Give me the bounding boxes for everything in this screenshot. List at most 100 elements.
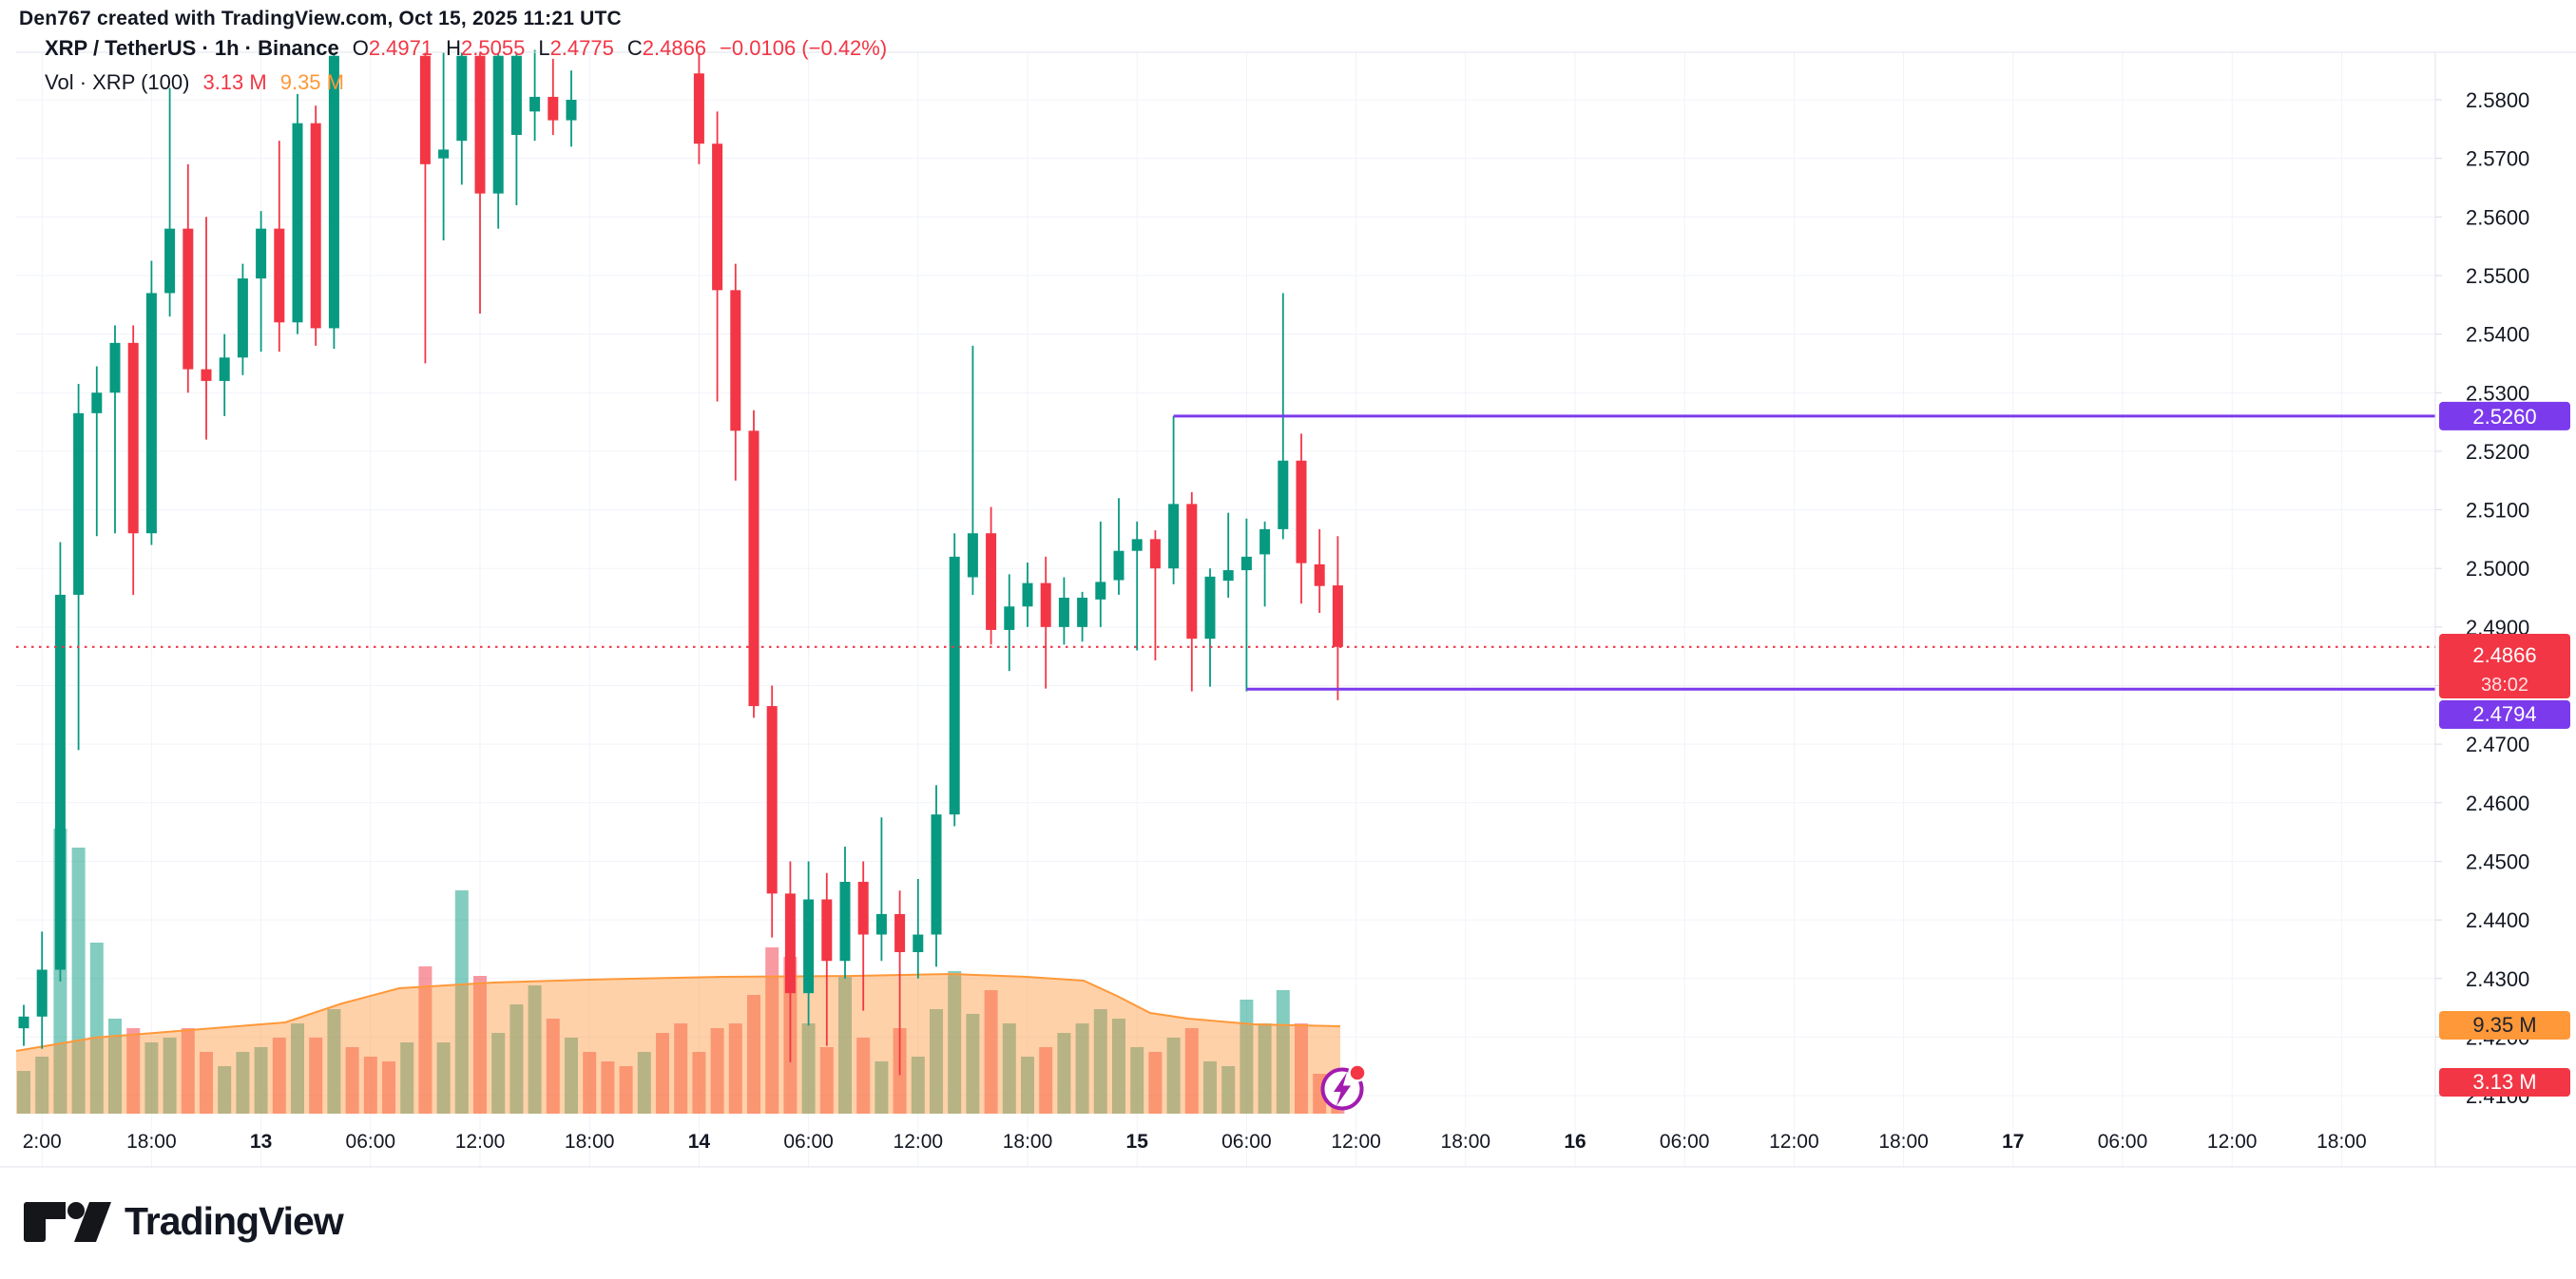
symbol-title[interactable]: XRP / TetherUS · 1h · Binance (45, 36, 339, 60)
volume-bar (546, 1019, 560, 1114)
volume-bar (1093, 1009, 1107, 1114)
time-tick-label: 14 (688, 1131, 711, 1153)
last-price-badge[interactable] (2439, 634, 2570, 698)
volume-bar (801, 1023, 816, 1114)
volume-bar (710, 1028, 724, 1114)
candle-body (256, 228, 267, 279)
volume-label[interactable]: Vol · XRP (100) (45, 70, 190, 94)
volume-bar (163, 1038, 177, 1114)
candle-body (949, 556, 960, 815)
candle-body (292, 123, 303, 323)
volume-bar (436, 1042, 451, 1114)
watermark-credit: Den767 created with TradingView.com, Oct… (19, 8, 622, 29)
candle-body (548, 96, 559, 121)
time-axis[interactable]: 2:00 18:00 13 06:00 12:00 18:00 14 06:00 12:00 18… (23, 1131, 2367, 1153)
open-value: 2.4971 (368, 36, 433, 60)
candle-body (438, 149, 450, 159)
candle-body (875, 913, 887, 935)
candle-body (201, 369, 212, 381)
time-tick-label: 15 (1126, 1131, 1149, 1153)
volume-bar (418, 966, 433, 1114)
price-tick-label: 2.5500 (2466, 264, 2529, 288)
price-tick-label: 2.5000 (2466, 557, 2529, 581)
upper-line-badge-label: 2.5260 (2472, 405, 2536, 429)
time-tick-label: 18:00 (126, 1131, 177, 1153)
candle-body (529, 96, 541, 112)
candle-body (1332, 585, 1343, 647)
volume-bar (1258, 1023, 1272, 1114)
price-tick-label: 2.5700 (2466, 147, 2529, 171)
candle-body (145, 293, 157, 534)
volume-bar (254, 1047, 268, 1114)
price-tick-label: 2.5300 (2466, 381, 2529, 405)
candle-body (127, 342, 139, 534)
volume-bar (1130, 1047, 1144, 1114)
volume-bar (1295, 1023, 1308, 1114)
volume-bar (1221, 1066, 1236, 1114)
volume-bar (1039, 1047, 1053, 1114)
time-tick-label: 2:00 (23, 1131, 62, 1153)
volume-bar (71, 848, 86, 1114)
candle-body (73, 412, 85, 595)
candle-body (456, 55, 468, 142)
volume-bar (454, 890, 469, 1114)
time-tick-label: 06:00 (1660, 1131, 1710, 1153)
tradingview-logo[interactable]: TradingView (24, 1199, 344, 1244)
price-tick-label: 2.5200 (2466, 440, 2529, 464)
volume-bar (765, 947, 779, 1114)
volume-legend[interactable]: Vol · XRP (100) 3.13 M 9.35 M (45, 70, 344, 95)
time-tick-label: 18:00 (2316, 1131, 2367, 1153)
volume-bar (728, 1023, 742, 1114)
candle-body (839, 882, 851, 962)
price-tick-label: 2.4500 (2466, 849, 2529, 873)
volume-bar (236, 1052, 250, 1114)
volume-bar (509, 1004, 524, 1114)
volume-bar (838, 976, 852, 1114)
price-tick-label: 2.4600 (2466, 792, 2529, 815)
candle-body (1022, 582, 1033, 607)
candle-body (1259, 528, 1271, 555)
candle-body (730, 290, 741, 431)
time-tick-label: 18:00 (1878, 1131, 1929, 1153)
volume-bar (1002, 1023, 1016, 1114)
lower-line-badge[interactable] (2439, 700, 2570, 729)
volume-bar (911, 1057, 925, 1114)
candle-body (1168, 504, 1180, 569)
notification-dot (1348, 1063, 1367, 1082)
time-tick-label: 12:00 (1331, 1131, 1381, 1153)
volume-ma-area (16, 974, 1340, 1114)
volume-bar (619, 1066, 633, 1114)
upper-line-badge[interactable] (2439, 401, 2570, 430)
volume-bar (200, 1052, 213, 1114)
volume-bar (108, 1019, 122, 1114)
volume-bar (272, 1038, 286, 1114)
volume-bar (656, 1033, 669, 1114)
price-tick-label: 2.4300 (2466, 967, 2529, 991)
volume-current-badge[interactable] (2439, 1068, 2570, 1097)
volume-bar (674, 1023, 688, 1114)
time-tick-label: 18:00 (1441, 1131, 1491, 1153)
lightning-action-icon[interactable] (1320, 1063, 1367, 1111)
volume-bar (1148, 1052, 1163, 1114)
candle-body (91, 392, 103, 413)
high-label: H (446, 36, 462, 60)
candle-body (1314, 563, 1325, 586)
volume-bar (1057, 1033, 1071, 1114)
time-tick-label: 16 (1564, 1131, 1586, 1153)
candle-body (803, 899, 815, 994)
candle-body (986, 533, 997, 630)
volume-ma-badge-label: 9.35 M (2472, 1013, 2536, 1037)
low-value: 2.4775 (549, 36, 614, 60)
candle-body (219, 357, 230, 381)
volume-ma-badge[interactable] (2439, 1011, 2570, 1040)
candle-body (54, 594, 66, 970)
volume-bar (309, 1038, 323, 1114)
volume-bar (1021, 1057, 1034, 1114)
time-tick-label: 18:00 (565, 1131, 615, 1153)
candle-body (566, 100, 577, 121)
volume-bar (528, 985, 542, 1114)
symbol-legend[interactable]: XRP / TetherUS · 1h · Binance O2.4971 H2.5… (45, 36, 887, 61)
price-axis[interactable]: 2.5800 2.5700 2.5600 2.5500 2.5400 2.5300 2.52… (2435, 88, 2529, 1108)
